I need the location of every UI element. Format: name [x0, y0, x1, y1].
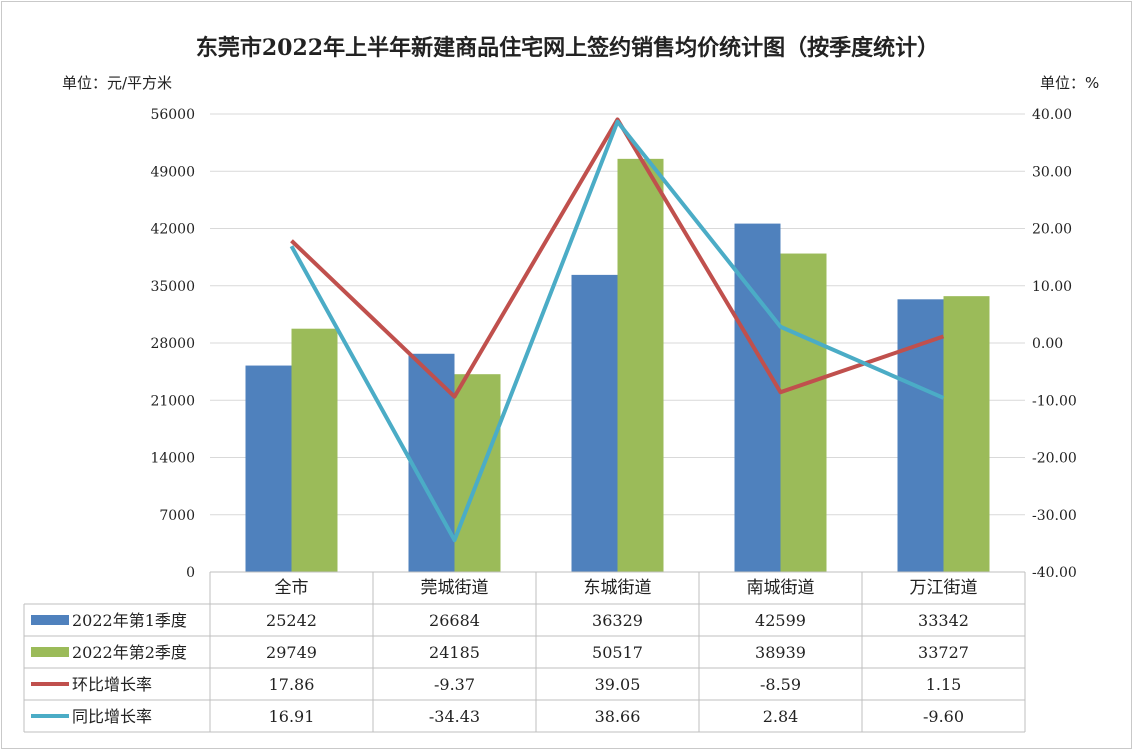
y-right-tick-label: -30.00: [1032, 508, 1077, 524]
y-right-tick-label: 20.00: [1032, 222, 1072, 238]
legend-label: 2022年第2季度: [72, 643, 187, 662]
bar-1-东城街道: [571, 274, 618, 572]
table-value: 29749: [266, 643, 317, 662]
table-value: 50517: [592, 643, 643, 662]
table-value: 42599: [755, 611, 806, 630]
bar-2-东城街道: [617, 158, 664, 572]
y-left-tick-label: 14000: [150, 451, 195, 467]
y-left-tick-label: 56000: [150, 107, 195, 123]
y-left-tick-label: 28000: [150, 336, 195, 352]
bar-2-莞城街道: [454, 374, 501, 572]
y-right-tick-label: 0.00: [1032, 336, 1063, 352]
table-value: 38.66: [595, 707, 641, 726]
y-left-tick-label: 35000: [150, 279, 195, 295]
table-value: 39.05: [595, 675, 641, 694]
legend-key-bar-1: [31, 615, 69, 625]
bar-2-南城街道: [780, 253, 827, 572]
category-label: 万江街道: [910, 578, 978, 598]
y-right-tick-label: 40.00: [1032, 107, 1072, 123]
table-value: 36329: [592, 611, 643, 630]
right-axis-unit: 单位：%: [1040, 74, 1100, 92]
y-right-tick-label: -10.00: [1032, 393, 1077, 409]
y-left-tick-label: 0: [186, 565, 195, 581]
category-label: 全市: [275, 578, 309, 598]
y-left-tick-label: 21000: [150, 393, 195, 409]
left-axis-unit: 单位：元/平方米: [62, 74, 173, 92]
table-value: -9.60: [923, 707, 964, 726]
legend-label: 同比增长率: [72, 707, 152, 726]
table-value: 16.91: [269, 707, 315, 726]
bar-2-万江街道: [943, 296, 990, 572]
table-value: 25242: [266, 611, 317, 630]
category-label: 东城街道: [584, 578, 652, 598]
y-right-tick-label: 10.00: [1032, 279, 1072, 295]
y-left-tick-label: 49000: [150, 164, 195, 180]
y-left-tick-label: 7000: [159, 508, 195, 524]
y-left-tick-label: 42000: [150, 222, 195, 238]
bar-2-全市: [291, 328, 338, 572]
bar-1-全市: [245, 365, 292, 572]
table-value: -34.43: [429, 707, 480, 726]
bar-1-莞城街道: [408, 353, 455, 572]
table-value: -9.37: [434, 675, 475, 694]
y-right-tick-label: 30.00: [1032, 164, 1072, 180]
chart-title: 东莞市2022年上半年新建商品住宅网上签约销售均价统计图（按季度统计）: [195, 35, 940, 61]
category-label: 南城街道: [747, 578, 815, 598]
table-value: 26684: [429, 611, 480, 630]
table-value: 38939: [755, 643, 806, 662]
table-value: 33342: [918, 611, 969, 630]
legend-label: 环比增长率: [72, 675, 152, 694]
legend-key-bar-2: [31, 647, 69, 657]
legend-label: 2022年第1季度: [72, 611, 187, 630]
y-right-tick-label: -20.00: [1032, 451, 1077, 467]
table-value: -8.59: [760, 675, 801, 694]
table-value: 1.15: [926, 675, 962, 694]
y-right-tick-label: -40.00: [1032, 565, 1077, 581]
table-value: 17.86: [269, 675, 315, 694]
category-label: 莞城街道: [421, 578, 489, 598]
table-value: 2.84: [763, 707, 799, 726]
table-value: 24185: [429, 643, 480, 662]
line-series-1: [290, 117, 945, 399]
table-value: 33727: [918, 643, 969, 662]
line-series-2: [289, 119, 945, 543]
